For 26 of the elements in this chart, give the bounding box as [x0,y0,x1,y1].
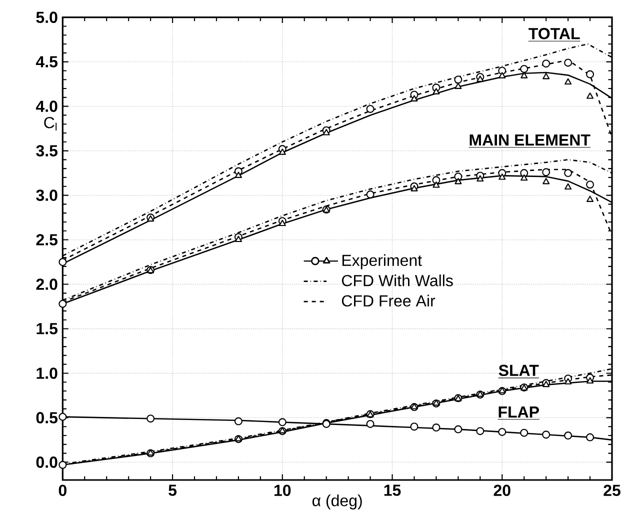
y-tick-label: 2.5 [36,234,58,246]
x-tick-label: 15 [384,484,401,496]
annotation: FLAP [498,406,539,418]
annotation: TOTAL [528,28,580,40]
y-tick-label: 1.5 [36,323,58,334]
x-axis-title: α (deg) [312,494,362,510]
y-tick-label: 0.5 [36,412,58,424]
y-axis-title: C$_{l}$ [44,116,57,131]
y-tick-label: 4.5 [36,56,58,68]
x-tick-label: 25 [604,484,620,496]
y-tick-label: 3.5 [36,145,58,156]
y-tick-label: 1.0 [36,368,58,379]
legend-label: Experiment [342,254,422,270]
x-tick-label: 20 [494,484,510,496]
annotation: SLAT [498,364,539,376]
y-tick-label: 5.0 [36,12,58,23]
x-tick-label: 10 [274,484,291,496]
y-tick-label: 0.0 [36,456,58,468]
annotation: MAIN ELEMENT [470,134,590,146]
y-tick-label: 4.0 [36,100,58,112]
legend-label: CFD Free Air [342,294,436,307]
y-tick-label: 2.0 [36,278,58,290]
x-tick-label: 0 [58,484,66,496]
y-tick-label: 3.0 [36,190,58,201]
legend-label: CFD With Walls [342,274,453,286]
x-tick-label: 5 [168,484,177,496]
